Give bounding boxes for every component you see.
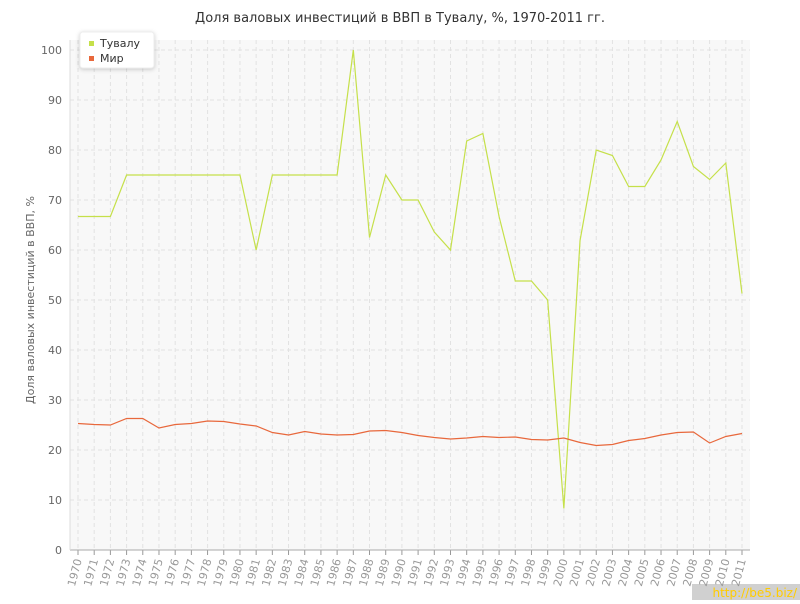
y-tick-label: 0	[55, 544, 62, 557]
y-tick-label: 20	[48, 444, 62, 457]
y-tick-label: 10	[48, 494, 62, 507]
y-tick-label: 80	[48, 144, 62, 157]
legend-marker	[89, 56, 94, 61]
y-axis-label: Доля валовых инвестиций в ВВП, %	[24, 196, 37, 404]
y-tick-label: 50	[48, 294, 62, 307]
y-tick-label: 90	[48, 94, 62, 107]
legend-marker	[89, 41, 94, 46]
legend-label: Тувалу	[99, 37, 140, 50]
y-tick-label: 100	[41, 44, 62, 57]
watermark-bg	[692, 584, 800, 600]
y-tick-label: 60	[48, 244, 62, 257]
legend-box	[79, 31, 155, 69]
plot-area	[70, 40, 750, 550]
y-tick-label: 40	[48, 344, 62, 357]
watermark: http://be5.biz/	[712, 586, 797, 600]
legend-label: Мир	[100, 52, 124, 65]
chart-title: Доля валовых инвестиций в ВВП в Тувалу, …	[195, 11, 605, 26]
y-tick-label: 30	[48, 394, 62, 407]
y-tick-label: 70	[48, 194, 62, 207]
series-line	[77, 417, 743, 447]
series-line	[78, 49, 743, 509]
